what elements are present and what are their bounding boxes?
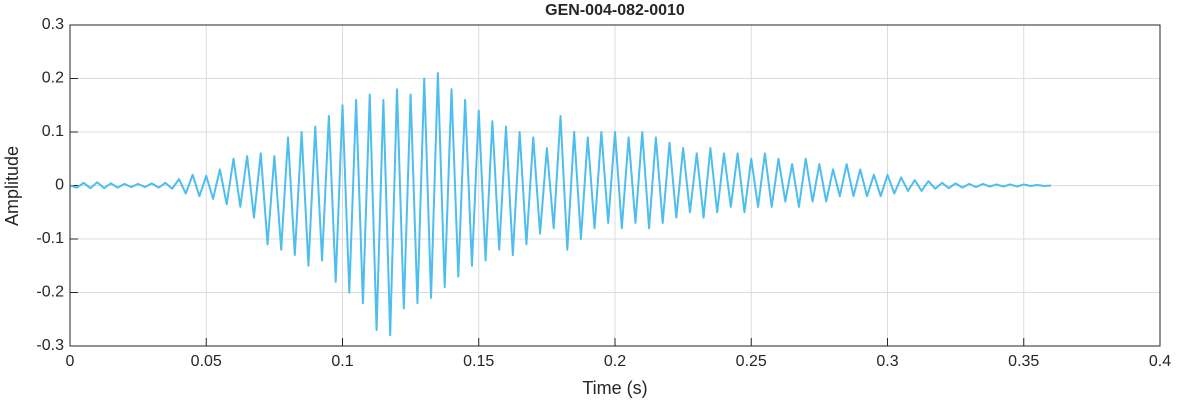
x-tick-label: 0.2 <box>604 353 626 370</box>
chart-title: GEN-004-082-0010 <box>545 2 685 19</box>
x-tick-label: 0.25 <box>736 353 767 370</box>
y-tick-label: -0.2 <box>36 284 64 301</box>
y-axis-label: Amplitude <box>2 146 22 226</box>
x-tick-label: 0.3 <box>876 353 898 370</box>
x-axis-label: Time (s) <box>582 378 647 398</box>
x-tick-label: 0.05 <box>191 353 222 370</box>
x-tick-label: 0 <box>66 353 75 370</box>
waveform-line <box>69 72 1052 337</box>
y-tick-label: -0.3 <box>36 337 64 354</box>
y-tick-label: 0.1 <box>42 123 64 140</box>
y-tick-label: 0.2 <box>42 70 64 87</box>
y-tick-label: -0.1 <box>36 230 64 247</box>
x-tick-label: 0.1 <box>331 353 353 370</box>
axes-box <box>69 24 1161 347</box>
y-tick-label: 0 <box>55 177 64 194</box>
y-tick-label: 0.3 <box>42 16 64 33</box>
x-tick-label: 0.4 <box>1149 353 1171 370</box>
x-tick-label: 0.35 <box>1008 353 1039 370</box>
x-tick-label: 0.15 <box>463 353 494 370</box>
